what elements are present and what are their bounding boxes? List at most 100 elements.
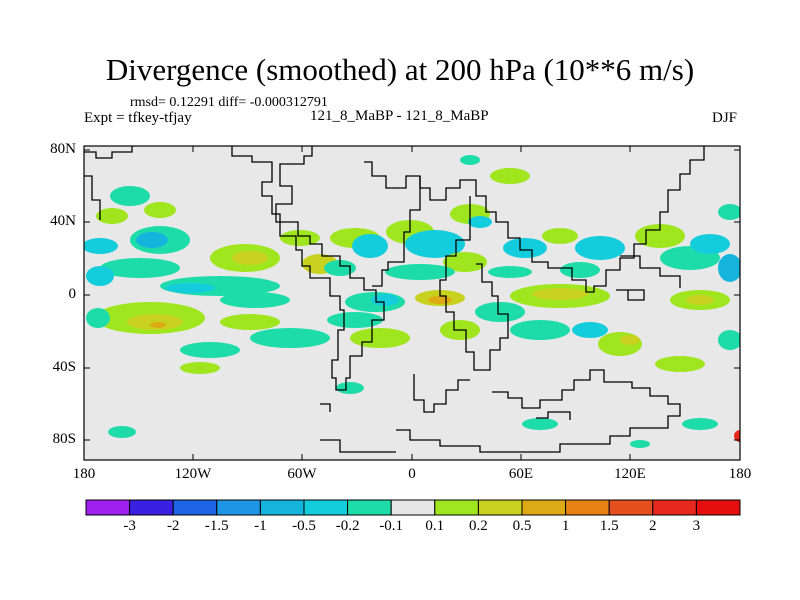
field-blob	[522, 418, 558, 430]
colorbar-swatch	[521, 499, 567, 516]
colorbar-swatch	[259, 499, 305, 516]
field-blob	[86, 308, 110, 328]
field-blob	[488, 266, 532, 278]
lat-label: 0	[68, 286, 77, 302]
field-blob	[324, 260, 356, 276]
colorbar-label: 1.5	[599, 518, 619, 534]
colorbar-swatch	[434, 499, 479, 516]
lon-label: 120E	[614, 466, 646, 482]
field-blob	[690, 234, 730, 254]
colorbar-swatch	[477, 499, 523, 516]
field-blob	[510, 320, 570, 340]
field-blob	[460, 155, 480, 165]
colorbar-label: 1	[561, 518, 570, 534]
field-blob	[127, 314, 183, 330]
colorbar-label: -0.5	[292, 518, 316, 534]
divergence-field	[84, 155, 740, 448]
field-blob	[468, 216, 492, 228]
colorbar-swatch	[129, 499, 174, 516]
colorbar-label: 0.1	[425, 518, 445, 534]
field-blob	[108, 426, 136, 438]
field-blob	[352, 234, 388, 258]
field-blob	[371, 294, 399, 306]
colorbar-label: -3	[123, 518, 136, 534]
lat-label: 80N	[50, 141, 76, 157]
lat-label: 40N	[50, 213, 76, 229]
field-blob	[560, 262, 600, 278]
field-blob	[475, 302, 525, 322]
field-blob	[542, 228, 578, 244]
field-blob	[110, 186, 150, 206]
field-blob	[220, 314, 280, 330]
field-blob	[718, 204, 740, 220]
colorbar-label: -1	[254, 518, 267, 534]
field-blob	[532, 288, 588, 300]
season-label: DJF	[712, 110, 738, 126]
lon-label: 180	[728, 466, 752, 482]
field-blob	[327, 312, 383, 328]
colorbar-label: 3	[692, 518, 701, 534]
lon-label: 0	[408, 466, 416, 482]
field-blob	[84, 238, 118, 254]
field-blob	[86, 266, 114, 286]
field-blob	[718, 330, 740, 350]
lat-label: 40S	[52, 359, 76, 375]
field-blob	[144, 202, 176, 218]
field-blob	[572, 322, 608, 338]
colorbar-label: 2	[649, 518, 657, 534]
stats-line: rmsd= 0.12291 diff= -0.000312791	[130, 95, 328, 110]
plot-title: Divergence (smoothed) at 200 hPa (10**6 …	[105, 52, 695, 87]
colorbar-swatch	[695, 499, 741, 516]
colorbar-label: 0.5	[512, 518, 532, 534]
field-blob	[180, 362, 220, 374]
field-blob	[490, 168, 530, 184]
field-blob	[250, 328, 330, 348]
colorbar-swatch	[652, 499, 697, 516]
colorbar-swatch	[608, 499, 654, 516]
colorbar-swatch	[172, 499, 218, 516]
field-blob	[655, 356, 705, 372]
field-blob	[180, 342, 240, 358]
field-blob	[150, 322, 166, 328]
field-blob	[232, 251, 268, 265]
colorbar-label: -2	[166, 518, 180, 534]
field-blob	[503, 238, 547, 258]
colorbar	[85, 499, 741, 516]
field-blob	[350, 328, 410, 348]
colorbar-label: -0.2	[335, 518, 360, 534]
colorbar-label: 0.2	[469, 518, 488, 534]
colorbar-label: -0.1	[379, 518, 404, 534]
field-blob	[405, 230, 465, 258]
colorbar-swatch	[216, 499, 261, 516]
field-blob	[165, 283, 215, 293]
field-blob	[443, 252, 487, 272]
colorbar-swatch	[565, 499, 610, 516]
lon-label: 60E	[508, 466, 534, 482]
field-blob	[718, 254, 740, 282]
lon-label: 180	[72, 466, 96, 482]
field-blob	[734, 430, 740, 442]
field-blob	[385, 264, 455, 280]
field-blob	[100, 258, 180, 278]
case-line: 121_8_MaBP - 121_8_MaBP	[310, 108, 489, 124]
lon-label: 120W	[174, 466, 212, 482]
map-background	[84, 146, 740, 460]
field-blob	[682, 418, 718, 430]
colorbar-label: -1.5	[204, 518, 229, 534]
coastline-overlay	[84, 146, 705, 453]
colorbar-swatch	[85, 499, 131, 516]
colorbar-swatch	[303, 499, 349, 516]
field-blob	[686, 295, 714, 305]
field-blob	[575, 236, 625, 260]
lat-label: 80S	[52, 431, 76, 447]
field-blob	[630, 440, 650, 448]
colorbar-swatch	[347, 499, 392, 516]
colorbar-swatch	[390, 499, 436, 516]
expt-line: Expt = tfkey-tfjay	[84, 110, 192, 126]
field-blob	[96, 208, 128, 224]
field-blob	[136, 232, 168, 248]
field-blob	[336, 382, 364, 394]
axis-ticks	[84, 146, 740, 460]
field-blob	[428, 296, 452, 304]
